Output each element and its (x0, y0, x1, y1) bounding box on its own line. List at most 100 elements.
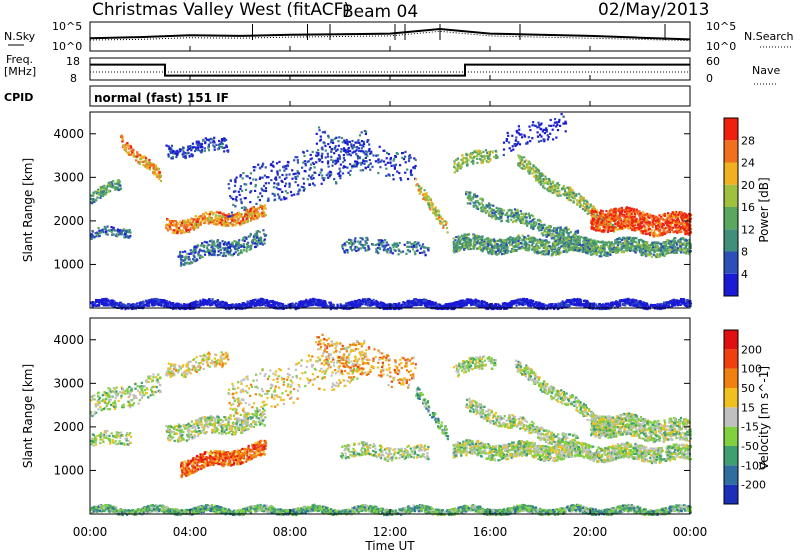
power-pixel (121, 140, 124, 143)
power-pixel (267, 199, 270, 202)
power-pixel (254, 214, 257, 217)
power-pixel (528, 236, 531, 239)
power-pixel (490, 238, 493, 241)
power-pixel (494, 210, 498, 213)
power-pixel (646, 241, 649, 244)
power-pixel (477, 202, 480, 205)
power-pixel (196, 244, 199, 247)
power-pixel (366, 139, 369, 142)
power-pixel (388, 174, 391, 177)
power-pixel (219, 248, 223, 251)
power-pixel (356, 163, 359, 166)
power-pixel (242, 244, 245, 247)
power-pixel (354, 237, 357, 240)
power-pixel (235, 216, 238, 219)
power-pixel (414, 158, 417, 162)
power-pixel (372, 243, 375, 246)
power-pixel (479, 241, 482, 244)
power-pixel (424, 197, 427, 200)
power-pixel (223, 150, 226, 153)
power-pixel (655, 241, 658, 244)
power-pixel (522, 239, 525, 242)
power-pixel (650, 255, 654, 258)
power-pixel (242, 243, 245, 246)
power-pixel (399, 164, 402, 167)
power-pixel (553, 189, 556, 192)
power-pixel (456, 157, 459, 160)
power-pixel (278, 197, 281, 200)
power-pixel (307, 160, 310, 163)
power-pixel (225, 249, 228, 252)
power-pixel (433, 210, 436, 213)
power-pixel (152, 168, 155, 171)
power-pixel (186, 149, 189, 152)
power-pixel (250, 210, 253, 213)
power-pixel (555, 227, 558, 230)
power-pixel (511, 238, 514, 242)
power-pixel (614, 246, 617, 249)
power-pixel (230, 211, 233, 214)
power-pixel (216, 254, 219, 257)
power-pixel (468, 193, 471, 196)
power-pixel (140, 155, 143, 158)
power-pixel (180, 259, 183, 262)
power-pixel (372, 154, 375, 157)
power-pixel (487, 243, 490, 246)
power-pixel (229, 179, 232, 182)
power-pixel (347, 146, 350, 150)
power-pixel (675, 227, 678, 230)
power-pixel (597, 248, 601, 251)
power-pixel (562, 233, 565, 236)
power-pixel (624, 239, 627, 242)
power-pixel (499, 238, 502, 241)
power-pixel (158, 177, 161, 180)
power-pixel (646, 246, 649, 249)
power-pixel (349, 163, 352, 166)
power-pixel (112, 186, 115, 189)
power-pixel (467, 244, 470, 247)
power-pixel (237, 217, 240, 220)
power-pixel (357, 157, 360, 160)
power-pixel (362, 142, 366, 146)
power-pixel (407, 159, 411, 163)
power-pixel (304, 163, 307, 166)
power-pixel (217, 214, 220, 217)
power-pixel (465, 154, 468, 157)
power-pixel (256, 216, 259, 219)
power-pixel (278, 176, 281, 179)
power-pixel (482, 208, 485, 211)
power-pixel (180, 263, 183, 266)
power-pixel (104, 193, 107, 196)
power-pixel (169, 222, 172, 225)
power-pixel (466, 191, 469, 194)
power-pixel (681, 238, 685, 241)
power-pixel (542, 184, 545, 187)
power-pixel (264, 166, 267, 169)
power-pixel (296, 193, 299, 196)
power-pixel (462, 162, 465, 165)
power-pixel (190, 217, 193, 220)
power-pixel (439, 220, 442, 223)
power-pixel (190, 251, 193, 255)
power-pixel (469, 197, 472, 200)
power-pixel (176, 153, 179, 156)
power-pixel (306, 149, 309, 152)
power-pixel (267, 176, 270, 179)
power-pixel (222, 219, 225, 222)
power-pixel (165, 144, 168, 147)
power-pixel (203, 222, 206, 225)
power-pixel (336, 148, 339, 151)
power-pixel (194, 214, 197, 218)
power-pixel (261, 215, 264, 218)
power-pixel (658, 232, 661, 235)
power-pixel (226, 218, 229, 221)
power-pixel (493, 245, 496, 248)
power-pixel (472, 156, 476, 159)
power-pixel (139, 157, 142, 160)
power-pixel (237, 246, 240, 249)
power-pixel (200, 214, 203, 218)
power-pixel (530, 241, 533, 244)
power-pixel (530, 214, 533, 217)
power-pixel (359, 236, 362, 240)
power-pixel (454, 239, 457, 242)
